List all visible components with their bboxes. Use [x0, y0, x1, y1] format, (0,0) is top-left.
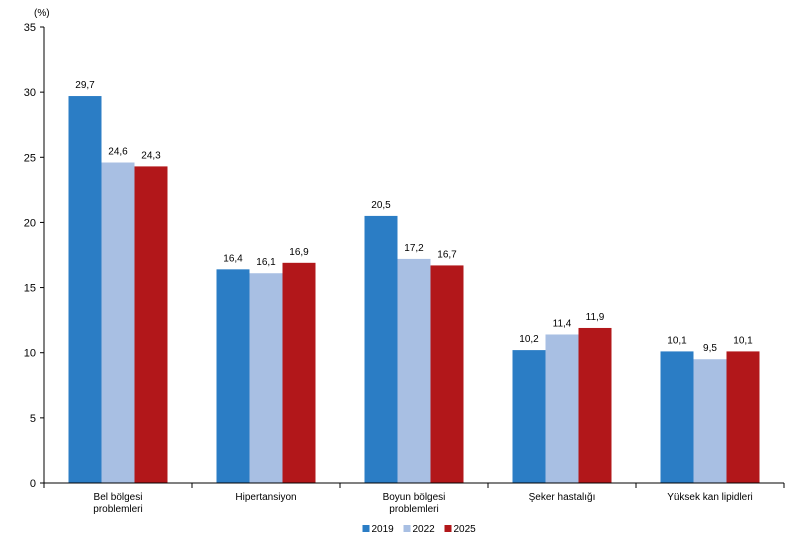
- data-label: 16,1: [256, 257, 276, 268]
- bar-2019: [68, 96, 102, 484]
- y-axis: 0 5 10 15 20 25 30 35: [24, 22, 45, 490]
- bar-2025: [430, 265, 464, 483]
- bar-2022: [693, 359, 727, 483]
- bar-2022: [545, 334, 579, 483]
- y-tick-label: 5: [30, 413, 36, 425]
- legend-swatch-2022: [403, 525, 411, 532]
- legend-label: 2022: [413, 524, 436, 535]
- bar-2025: [282, 262, 316, 483]
- x-category-label-line: Boyun bölgesi: [383, 492, 446, 503]
- y-unit-label: (%): [34, 8, 50, 19]
- y-tick-label: 20: [24, 217, 36, 229]
- bar-2022: [101, 162, 135, 484]
- data-label: 10,2: [519, 334, 539, 345]
- bar-2022: [249, 273, 283, 483]
- bar-2025: [578, 327, 612, 483]
- data-label: 11,4: [553, 318, 572, 329]
- x-category-label: Hipertansiyon: [235, 492, 296, 503]
- data-label: 29,7: [75, 80, 95, 91]
- data-label: 20,5: [371, 200, 391, 211]
- y-tick-label: 0: [30, 478, 36, 490]
- data-labels: 29,7 24,6 24,3 16,4 16,1 16,9 20,5 17,2 16,7 10,2…: [75, 80, 753, 354]
- legend-label: 2025: [454, 524, 477, 535]
- x-category-label-line: Bel bölgesi: [94, 492, 143, 503]
- data-label: 9,5: [703, 343, 717, 354]
- bar-2019: [216, 269, 250, 483]
- x-category-label-line: Yüksek kan lipidleri: [667, 492, 753, 503]
- legend-swatch-2025: [444, 525, 452, 532]
- data-label: 16,7: [437, 249, 457, 260]
- y-tick-label: 25: [24, 152, 36, 164]
- x-category-label-line: Şeker hastalığı: [529, 492, 596, 503]
- bar-2022: [397, 258, 431, 483]
- data-label: 16,9: [289, 247, 309, 258]
- x-category-label-line: Hipertansiyon: [235, 492, 296, 503]
- bar-2019: [364, 215, 398, 483]
- bar-2019: [660, 351, 694, 483]
- y-tick-label: 15: [24, 283, 36, 295]
- legend-label: 2019: [372, 524, 395, 535]
- x-category-label: Şeker hastalığı: [529, 492, 596, 503]
- x-category-label-line: problemleri: [93, 504, 142, 515]
- x-category-label: Yüksek kan lipidleri: [667, 492, 753, 503]
- x-category-label: Boyun bölgesi problemleri: [383, 492, 446, 515]
- data-label: 16,4: [223, 253, 243, 264]
- y-tick-label: 30: [24, 87, 36, 99]
- data-label: 11,9: [586, 312, 605, 323]
- data-label: 17,2: [404, 243, 424, 254]
- x-category-label: Bel bölgesi problemleri: [93, 492, 142, 515]
- data-label: 10,1: [733, 335, 753, 346]
- data-label: 24,3: [141, 150, 161, 161]
- legend: 2019 2022 2025: [362, 524, 477, 535]
- y-tick-label: 10: [24, 348, 36, 360]
- y-tick-label: 35: [24, 22, 36, 34]
- data-label: 10,1: [667, 335, 687, 346]
- bar-2019: [512, 350, 546, 483]
- legend-swatch-2019: [362, 525, 370, 532]
- x-category-label-line: problemleri: [389, 504, 438, 515]
- bar-2025: [726, 351, 760, 483]
- data-label: 24,6: [108, 146, 128, 157]
- bars: [68, 96, 760, 484]
- bar-2025: [134, 166, 168, 484]
